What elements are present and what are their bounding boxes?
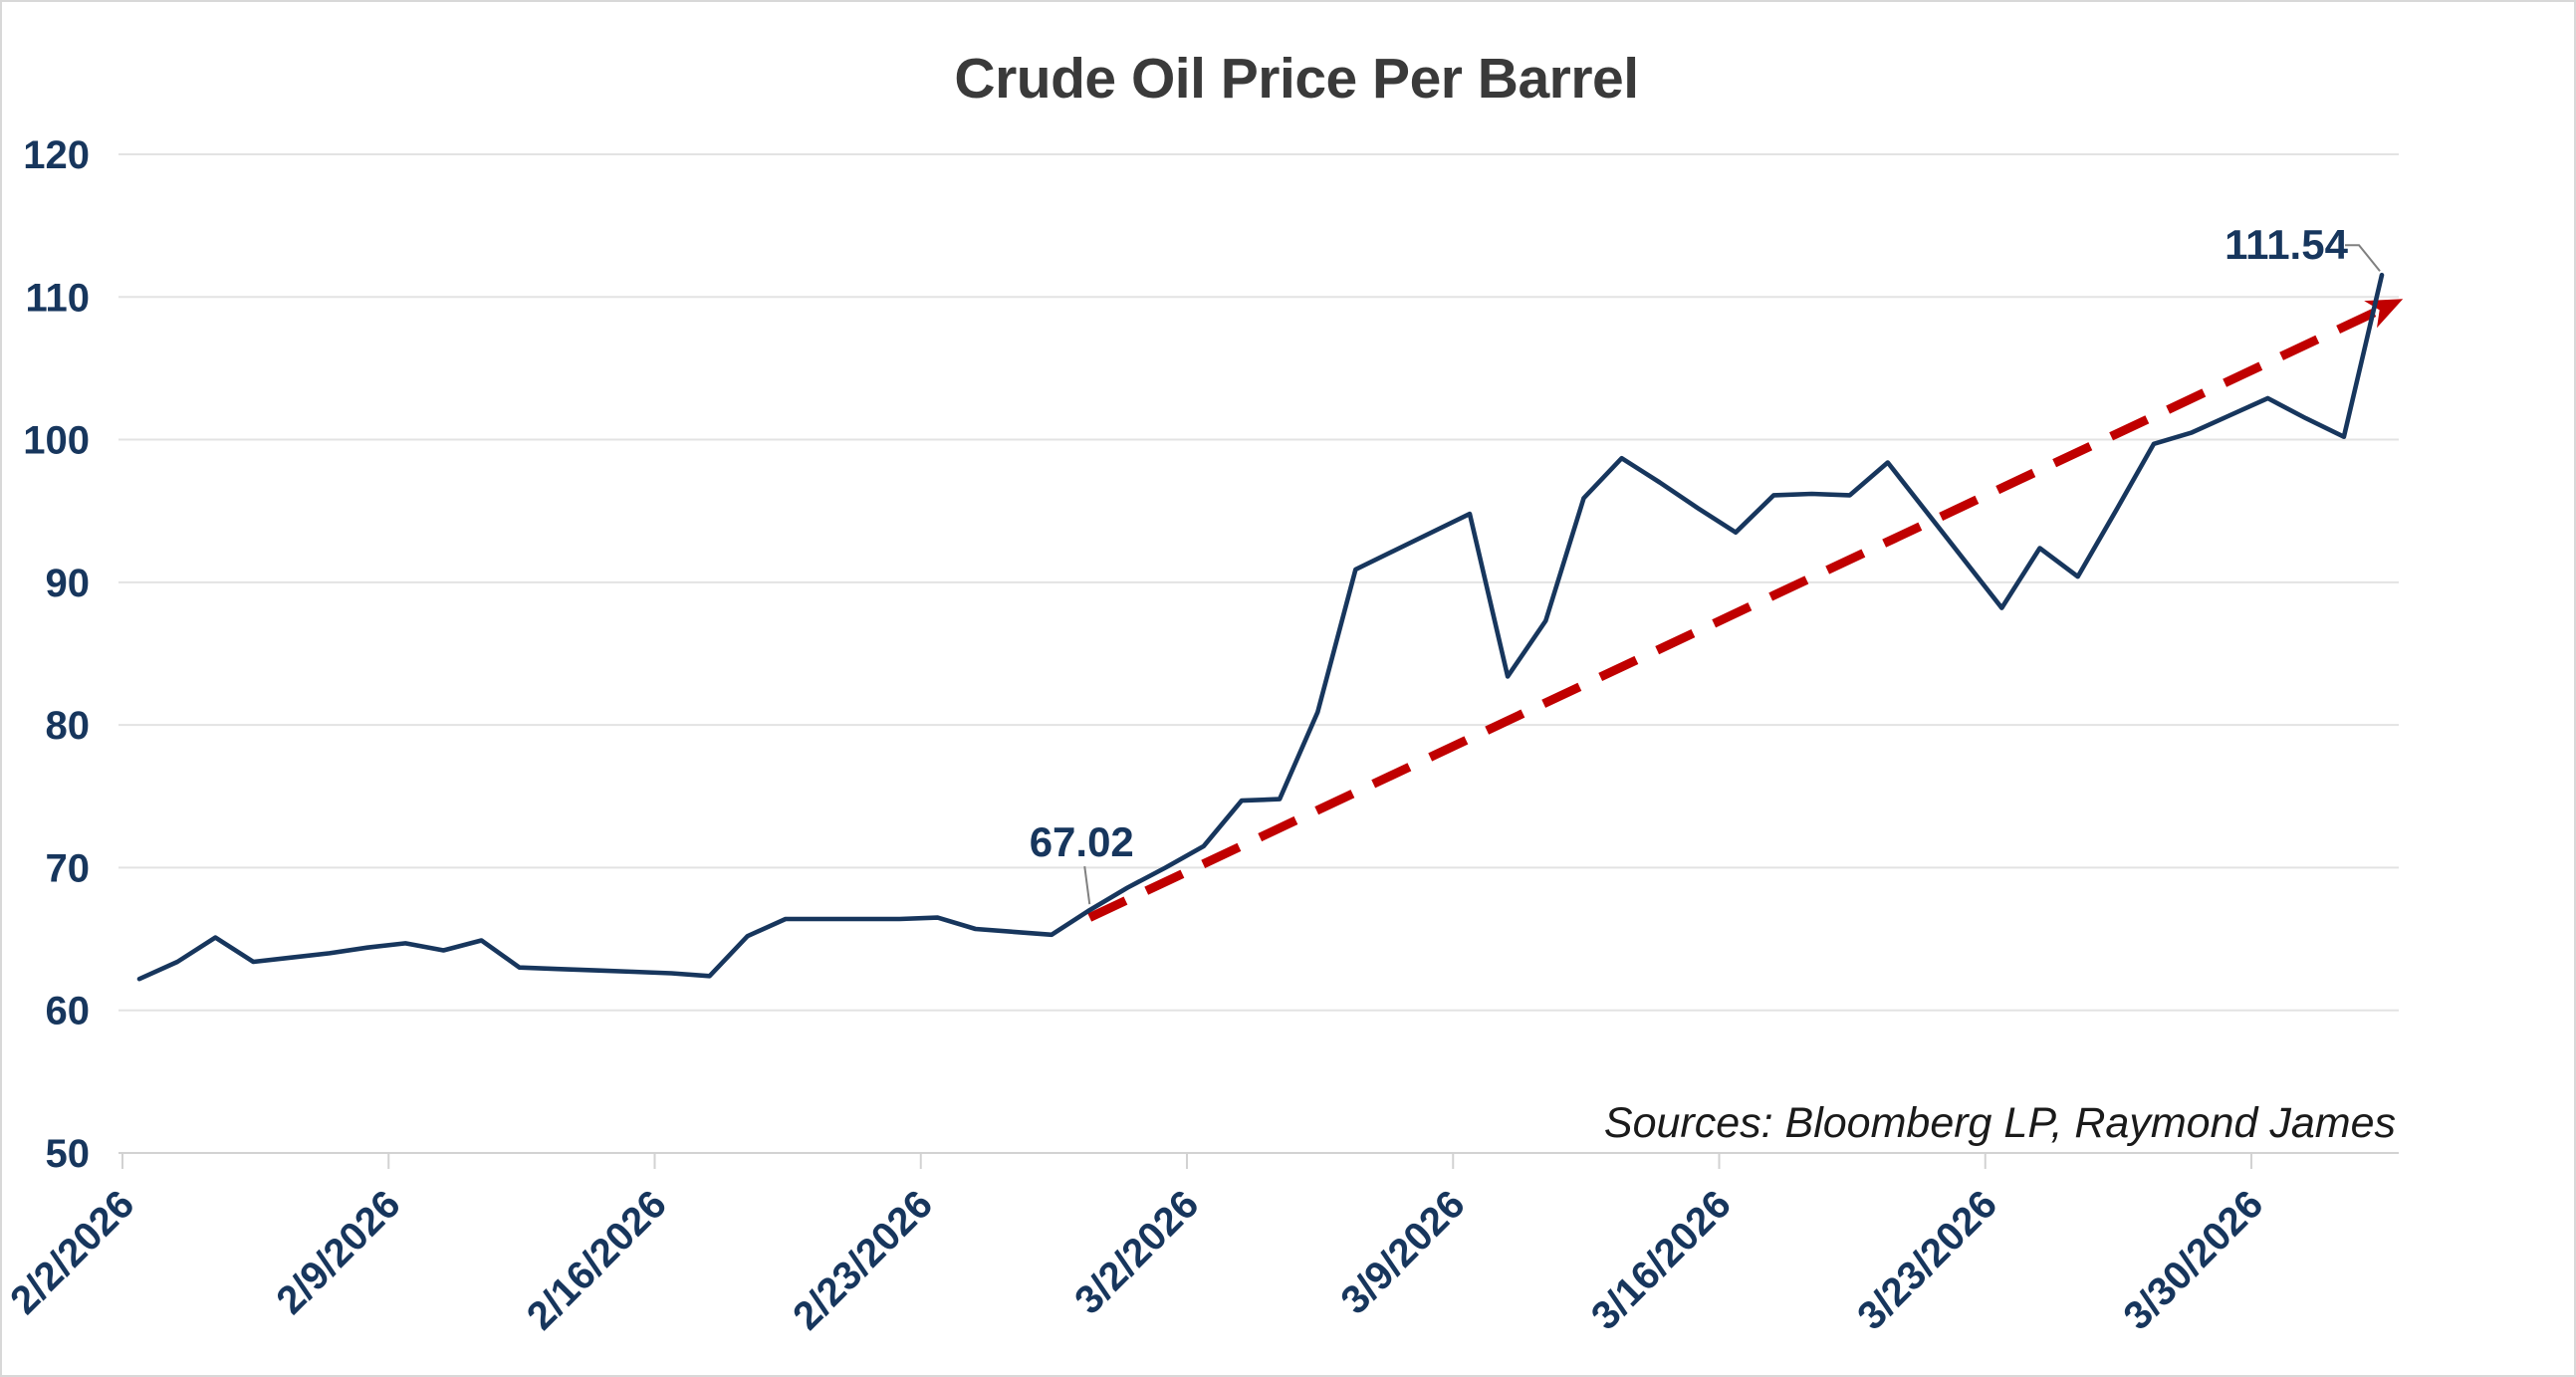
y-axis-tick-label: 100	[23, 419, 90, 463]
y-axis-tick-label: 70	[46, 846, 91, 890]
annotation-leader-line	[2345, 244, 2381, 272]
x-axis-tick-label: 2/16/2026	[519, 1182, 675, 1338]
y-axis-tick-label: 90	[46, 562, 91, 605]
annotation-11154: 111.54	[2225, 221, 2381, 272]
annotation-11154-label: 111.54	[2225, 221, 2348, 268]
x-axis-tick-label: 3/9/2026	[1332, 1182, 1473, 1322]
annotation-leader-line	[1083, 865, 1091, 905]
trend-line	[1087, 303, 2388, 922]
x-axis-tick-label: 3/2/2026	[1066, 1182, 1207, 1322]
x-axis-tick-label: 3/16/2026	[1583, 1182, 1740, 1338]
x-axis	[118, 1152, 2399, 1169]
y-axis-tick-label: 50	[46, 1132, 91, 1176]
x-axis-tick-label: 3/30/2026	[2115, 1182, 2271, 1338]
x-axis-tick-label: 3/23/2026	[1849, 1182, 2005, 1338]
y-gridlines	[118, 152, 2399, 1012]
y-axis-tick-label: 60	[46, 990, 91, 1033]
x-axis-tick-label: 2/2/2026	[2, 1182, 142, 1322]
x-axis-labels: 2/2/2026 2/9/2026 2/16/2026 2/23/2026 3/2/20…	[2, 1182, 2271, 1338]
x-axis-tick-label: 2/23/2026	[785, 1182, 941, 1338]
price-line-series	[136, 272, 2385, 982]
chart-title: Crude Oil Price Per Barrel	[954, 47, 1638, 111]
sources-note: Sources: Bloomberg LP, Raymond James	[1604, 1099, 2396, 1147]
y-axis-labels: 50 60 70 80 90 100 110 120	[23, 133, 90, 1176]
x-axis-tick-label: 2/9/2026	[268, 1182, 408, 1322]
y-axis-tick-label: 110	[25, 276, 90, 320]
y-axis-tick-label: 80	[46, 704, 91, 748]
y-axis-tick-label: 120	[23, 133, 90, 177]
annotation-6702: 67.02	[1030, 818, 1134, 905]
annotation-6702-label: 67.02	[1030, 818, 1134, 865]
